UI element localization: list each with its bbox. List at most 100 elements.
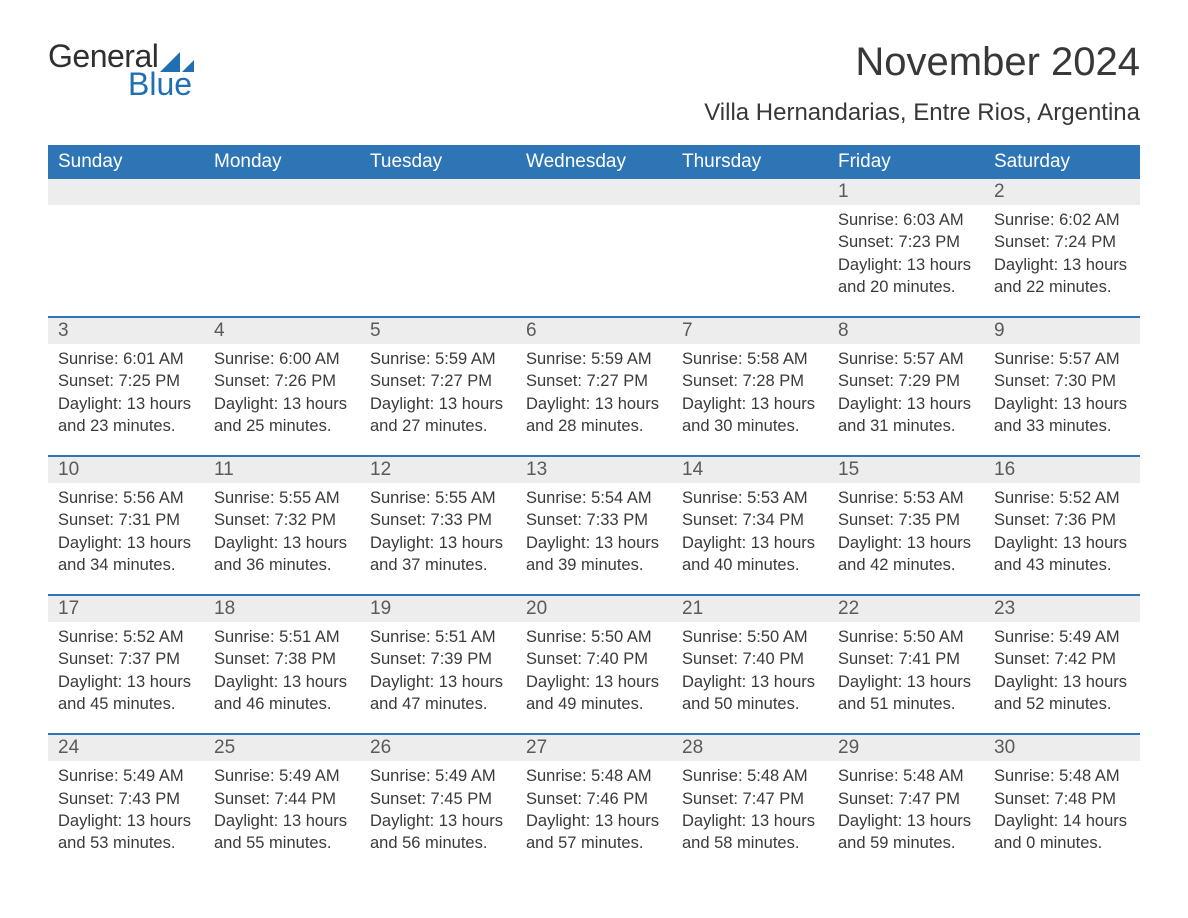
day-details: Sunrise: 5:49 AMSunset: 7:42 PMDaylight:… <box>984 622 1140 715</box>
sunrise-text: Sunrise: 5:56 AM <box>58 487 194 509</box>
sunrise-text: Sunrise: 5:49 AM <box>214 765 350 787</box>
sunset-text: Sunset: 7:34 PM <box>682 509 818 531</box>
day-number: 26 <box>360 735 516 761</box>
calendar-cell: 8Sunrise: 5:57 AMSunset: 7:29 PMDaylight… <box>828 317 984 456</box>
calendar-cell <box>516 179 672 317</box>
location-subtitle: Villa Hernandarias, Entre Rios, Argentin… <box>704 99 1140 127</box>
calendar-cell: 18Sunrise: 5:51 AMSunset: 7:38 PMDayligh… <box>204 595 360 734</box>
daylight-text: Daylight: 13 hours and 36 minutes. <box>214 532 350 577</box>
day-details: Sunrise: 6:00 AMSunset: 7:26 PMDaylight:… <box>204 344 360 437</box>
daylight-text: Daylight: 13 hours and 43 minutes. <box>994 532 1130 577</box>
daylight-text: Daylight: 13 hours and 58 minutes. <box>682 810 818 855</box>
weekday-header: Wednesday <box>516 145 672 179</box>
sunrise-text: Sunrise: 5:49 AM <box>58 765 194 787</box>
sunrise-text: Sunrise: 6:01 AM <box>58 348 194 370</box>
day-number: 29 <box>828 735 984 761</box>
calendar-cell: 6Sunrise: 5:59 AMSunset: 7:27 PMDaylight… <box>516 317 672 456</box>
calendar-body: 1Sunrise: 6:03 AMSunset: 7:23 PMDaylight… <box>48 179 1140 872</box>
calendar-cell: 22Sunrise: 5:50 AMSunset: 7:41 PMDayligh… <box>828 595 984 734</box>
day-details: Sunrise: 5:48 AMSunset: 7:48 PMDaylight:… <box>984 761 1140 854</box>
day-details: Sunrise: 5:52 AMSunset: 7:37 PMDaylight:… <box>48 622 204 715</box>
daylight-text: Daylight: 13 hours and 53 minutes. <box>58 810 194 855</box>
calendar-week-row: 10Sunrise: 5:56 AMSunset: 7:31 PMDayligh… <box>48 456 1140 595</box>
calendar-cell: 2Sunrise: 6:02 AMSunset: 7:24 PMDaylight… <box>984 179 1140 317</box>
day-number: 18 <box>204 596 360 622</box>
sunset-text: Sunset: 7:44 PM <box>214 788 350 810</box>
sunset-text: Sunset: 7:31 PM <box>58 509 194 531</box>
daylight-text: Daylight: 13 hours and 49 minutes. <box>526 671 662 716</box>
logo-triangle-icon <box>160 52 194 72</box>
sunrise-text: Sunrise: 5:48 AM <box>682 765 818 787</box>
day-details: Sunrise: 5:56 AMSunset: 7:31 PMDaylight:… <box>48 483 204 576</box>
daylight-text: Daylight: 13 hours and 22 minutes. <box>994 254 1130 299</box>
empty-day-strip <box>516 179 672 205</box>
sunset-text: Sunset: 7:27 PM <box>370 370 506 392</box>
calendar-cell: 14Sunrise: 5:53 AMSunset: 7:34 PMDayligh… <box>672 456 828 595</box>
sunrise-text: Sunrise: 5:48 AM <box>838 765 974 787</box>
sunrise-text: Sunrise: 5:48 AM <box>994 765 1130 787</box>
sunrise-text: Sunrise: 5:55 AM <box>370 487 506 509</box>
daylight-text: Daylight: 13 hours and 23 minutes. <box>58 393 194 438</box>
day-details: Sunrise: 5:48 AMSunset: 7:47 PMDaylight:… <box>828 761 984 854</box>
sunrise-text: Sunrise: 5:52 AM <box>994 487 1130 509</box>
day-number: 23 <box>984 596 1140 622</box>
sunset-text: Sunset: 7:29 PM <box>838 370 974 392</box>
sunset-text: Sunset: 7:43 PM <box>58 788 194 810</box>
sunset-text: Sunset: 7:32 PM <box>214 509 350 531</box>
sunrise-text: Sunrise: 5:49 AM <box>370 765 506 787</box>
weekday-header: Saturday <box>984 145 1140 179</box>
day-details: Sunrise: 5:57 AMSunset: 7:30 PMDaylight:… <box>984 344 1140 437</box>
weekday-header: Thursday <box>672 145 828 179</box>
calendar-cell <box>204 179 360 317</box>
day-details: Sunrise: 5:51 AMSunset: 7:38 PMDaylight:… <box>204 622 360 715</box>
day-number: 14 <box>672 457 828 483</box>
sunrise-text: Sunrise: 5:49 AM <box>994 626 1130 648</box>
daylight-text: Daylight: 13 hours and 42 minutes. <box>838 532 974 577</box>
daylight-text: Daylight: 13 hours and 57 minutes. <box>526 810 662 855</box>
day-details: Sunrise: 5:55 AMSunset: 7:32 PMDaylight:… <box>204 483 360 576</box>
month-title: November 2024 <box>704 40 1140 85</box>
sunrise-text: Sunrise: 5:57 AM <box>838 348 974 370</box>
sunset-text: Sunset: 7:38 PM <box>214 648 350 670</box>
day-details: Sunrise: 5:49 AMSunset: 7:43 PMDaylight:… <box>48 761 204 854</box>
calendar-cell: 13Sunrise: 5:54 AMSunset: 7:33 PMDayligh… <box>516 456 672 595</box>
calendar-cell: 3 Sunrise: 6:01 AMSunset: 7:25 PMDaylight… <box>48 317 204 456</box>
sunrise-text: Sunrise: 5:53 AM <box>838 487 974 509</box>
header: General Blue November 2024 Villa Hernand… <box>48 40 1140 137</box>
calendar-cell: 11Sunrise: 5:55 AMSunset: 7:32 PMDayligh… <box>204 456 360 595</box>
day-details: Sunrise: 5:49 AMSunset: 7:45 PMDaylight:… <box>360 761 516 854</box>
day-number: 7 <box>672 318 828 344</box>
day-details: Sunrise: 5:48 AMSunset: 7:47 PMDaylight:… <box>672 761 828 854</box>
sunset-text: Sunset: 7:39 PM <box>370 648 506 670</box>
sunset-text: Sunset: 7:47 PM <box>682 788 818 810</box>
daylight-text: Daylight: 13 hours and 51 minutes. <box>838 671 974 716</box>
day-details: Sunrise: 5:49 AMSunset: 7:44 PMDaylight:… <box>204 761 360 854</box>
day-number: 3 <box>48 318 204 344</box>
day-details: Sunrise: 6:02 AMSunset: 7:24 PMDaylight:… <box>984 205 1140 298</box>
day-number: 20 <box>516 596 672 622</box>
daylight-text: Daylight: 13 hours and 31 minutes. <box>838 393 974 438</box>
sunset-text: Sunset: 7:33 PM <box>370 509 506 531</box>
sunrise-text: Sunrise: 5:55 AM <box>214 487 350 509</box>
weekday-header: Friday <box>828 145 984 179</box>
sunset-text: Sunset: 7:25 PM <box>58 370 194 392</box>
calendar-cell: 19Sunrise: 5:51 AMSunset: 7:39 PMDayligh… <box>360 595 516 734</box>
sunset-text: Sunset: 7:46 PM <box>526 788 662 810</box>
calendar-cell: 4Sunrise: 6:00 AMSunset: 7:26 PMDaylight… <box>204 317 360 456</box>
day-number: 17 <box>48 596 204 622</box>
daylight-text: Daylight: 13 hours and 50 minutes. <box>682 671 818 716</box>
sunset-text: Sunset: 7:40 PM <box>526 648 662 670</box>
empty-day-strip <box>672 179 828 205</box>
day-details: Sunrise: 5:50 AMSunset: 7:40 PMDaylight:… <box>516 622 672 715</box>
calendar-cell: 28Sunrise: 5:48 AMSunset: 7:47 PMDayligh… <box>672 734 828 872</box>
calendar-cell: 5Sunrise: 5:59 AMSunset: 7:27 PMDaylight… <box>360 317 516 456</box>
sunset-text: Sunset: 7:37 PM <box>58 648 194 670</box>
sunset-text: Sunset: 7:30 PM <box>994 370 1130 392</box>
day-details: Sunrise: 5:48 AMSunset: 7:46 PMDaylight:… <box>516 761 672 854</box>
daylight-text: Daylight: 13 hours and 52 minutes. <box>994 671 1130 716</box>
daylight-text: Daylight: 13 hours and 37 minutes. <box>370 532 506 577</box>
sunset-text: Sunset: 7:33 PM <box>526 509 662 531</box>
sunrise-text: Sunrise: 5:50 AM <box>682 626 818 648</box>
calendar-table: Sunday Monday Tuesday Wednesday Thursday… <box>48 145 1140 872</box>
day-details: Sunrise: 6:03 AMSunset: 7:23 PMDaylight:… <box>828 205 984 298</box>
